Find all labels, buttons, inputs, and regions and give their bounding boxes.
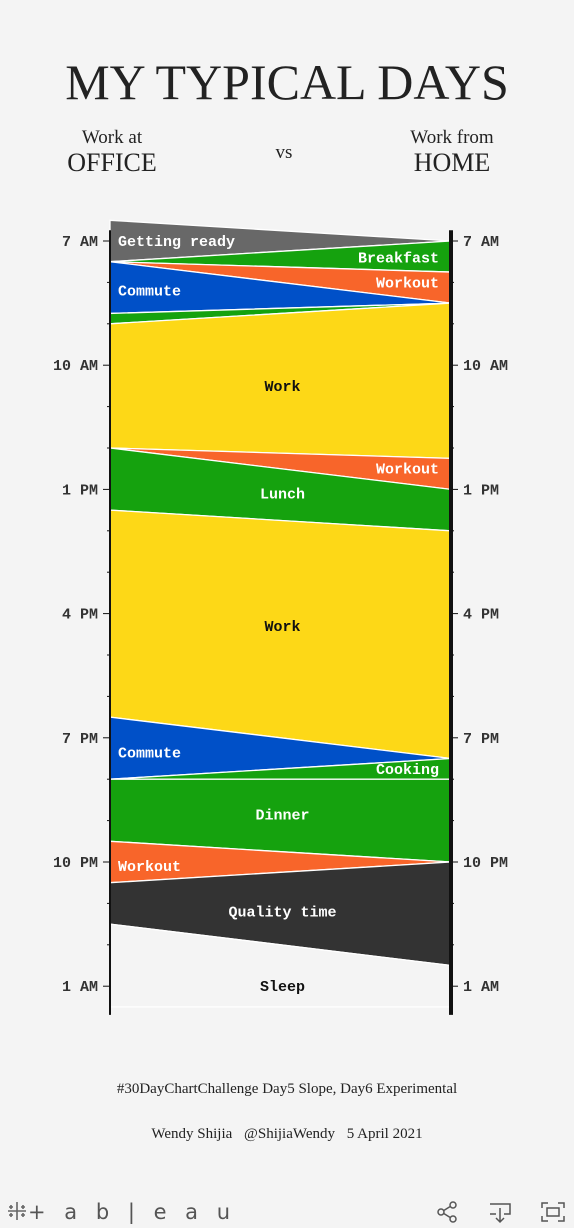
right-tick-label-5: 10 PM [463,855,508,872]
share-icon[interactable] [434,1200,460,1224]
right-tick-label-0: 7 AM [463,234,499,251]
band-label-5: Work [264,379,300,396]
download-icon[interactable] [487,1200,513,1224]
footer-challenge: #30DayChartChallenge Day5 Slope, Day6 Ex… [116,1081,458,1097]
vs-label: vs [275,142,293,163]
band-label-11: Dinner [255,807,309,824]
band-label-6: Workout [376,462,439,479]
right-tick-label-2: 1 PM [463,482,499,499]
band-label-3: Commute [118,284,181,301]
right-header-line2: HOME [413,148,491,177]
left-tick-label-3: 4 PM [62,607,98,624]
right-header-line1: Work from [410,127,494,148]
left-tick-label-5: 10 PM [53,855,98,872]
left-header-line1: Work at [81,127,143,148]
left-tick-label-4: 7 PM [62,731,98,748]
fullscreen-icon[interactable] [540,1200,566,1224]
slope-chart: Getting ready Breakfast Workout Commute Work… [53,219,508,1015]
band-label-0: Getting ready [118,234,235,251]
left-header-line2: OFFICE [67,148,157,177]
band-label-13: Quality time [228,905,336,922]
tableau-toolbar: + a b | e a u [0,1196,574,1228]
tableau-logo[interactable]: + a b | e a u [6,1200,236,1224]
band-label-7: Lunch [260,487,305,504]
activity-bands [109,219,452,1008]
page-title: MY TYPICAL DAYS [65,54,509,110]
left-tick-label-0: 7 AM [62,234,98,251]
tableau-logo-icon [8,1202,26,1220]
axes: 7 AM 10 AM 1 PM 4 PM 7 PM 10 PM 1 AM 7 AM 10 AM 1… [53,230,508,1015]
footer-date: 5 April 2021 [346,1126,423,1142]
right-tick-label-6: 1 AM [463,979,499,996]
band-label-1: Breakfast [358,251,439,268]
band-label-14: Sleep [260,979,305,996]
band-label-2: Workout [376,275,439,292]
band-label-10: Cooking [376,762,439,779]
band-label-8: Work [264,619,300,636]
right-tick-label-3: 4 PM [463,607,499,624]
left-tick-label-1: 10 AM [53,358,98,375]
left-tick-label-2: 1 PM [62,482,98,499]
band-label-12: Workout [118,859,181,876]
footer-handle: @ShijiaWendy [244,1126,335,1142]
right-tick-label-1: 10 AM [463,358,508,375]
band-label-9: Commute [118,745,181,762]
footer-credits: Wendy Shijia @ShijiaWendy 5 April 2021 [0,1126,574,1143]
tableau-logo-text: + a b | e a u [28,1200,237,1224]
right-tick-label-4: 7 PM [463,731,499,748]
footer-author: Wendy Shijia [151,1126,233,1142]
activity-labels: Getting ready Breakfast Workout Commute Work… [118,234,439,996]
left-tick-label-6: 1 AM [62,979,98,996]
